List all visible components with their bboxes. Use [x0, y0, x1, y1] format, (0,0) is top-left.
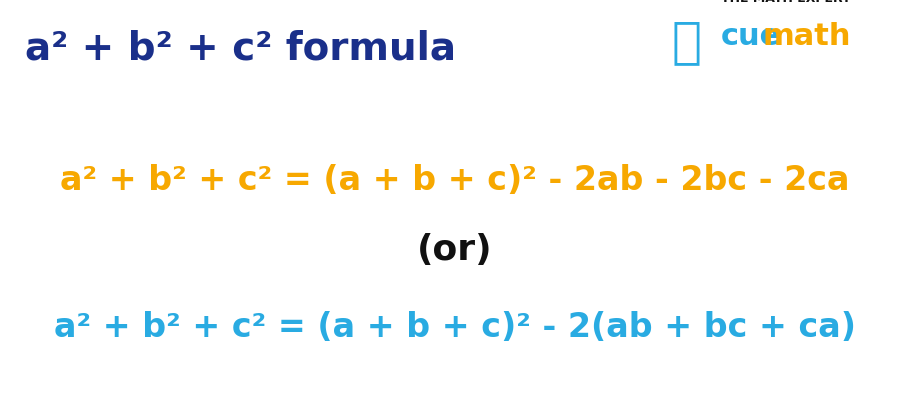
Text: cue: cue [721, 22, 781, 51]
Text: THE MATH EXPERT: THE MATH EXPERT [721, 0, 851, 5]
Text: (or): (or) [416, 233, 493, 267]
Text: a² + b² + c² = (a + b + c)² - 2(ab + bc + ca): a² + b² + c² = (a + b + c)² - 2(ab + bc … [54, 311, 855, 344]
Text: 🚀: 🚀 [671, 18, 702, 66]
Text: a² + b² + c² formula: a² + b² + c² formula [25, 30, 456, 68]
Text: a² + b² + c² = (a + b + c)² - 2ab - 2bc - 2ca: a² + b² + c² = (a + b + c)² - 2ab - 2bc … [60, 164, 849, 197]
Text: math: math [763, 22, 852, 51]
